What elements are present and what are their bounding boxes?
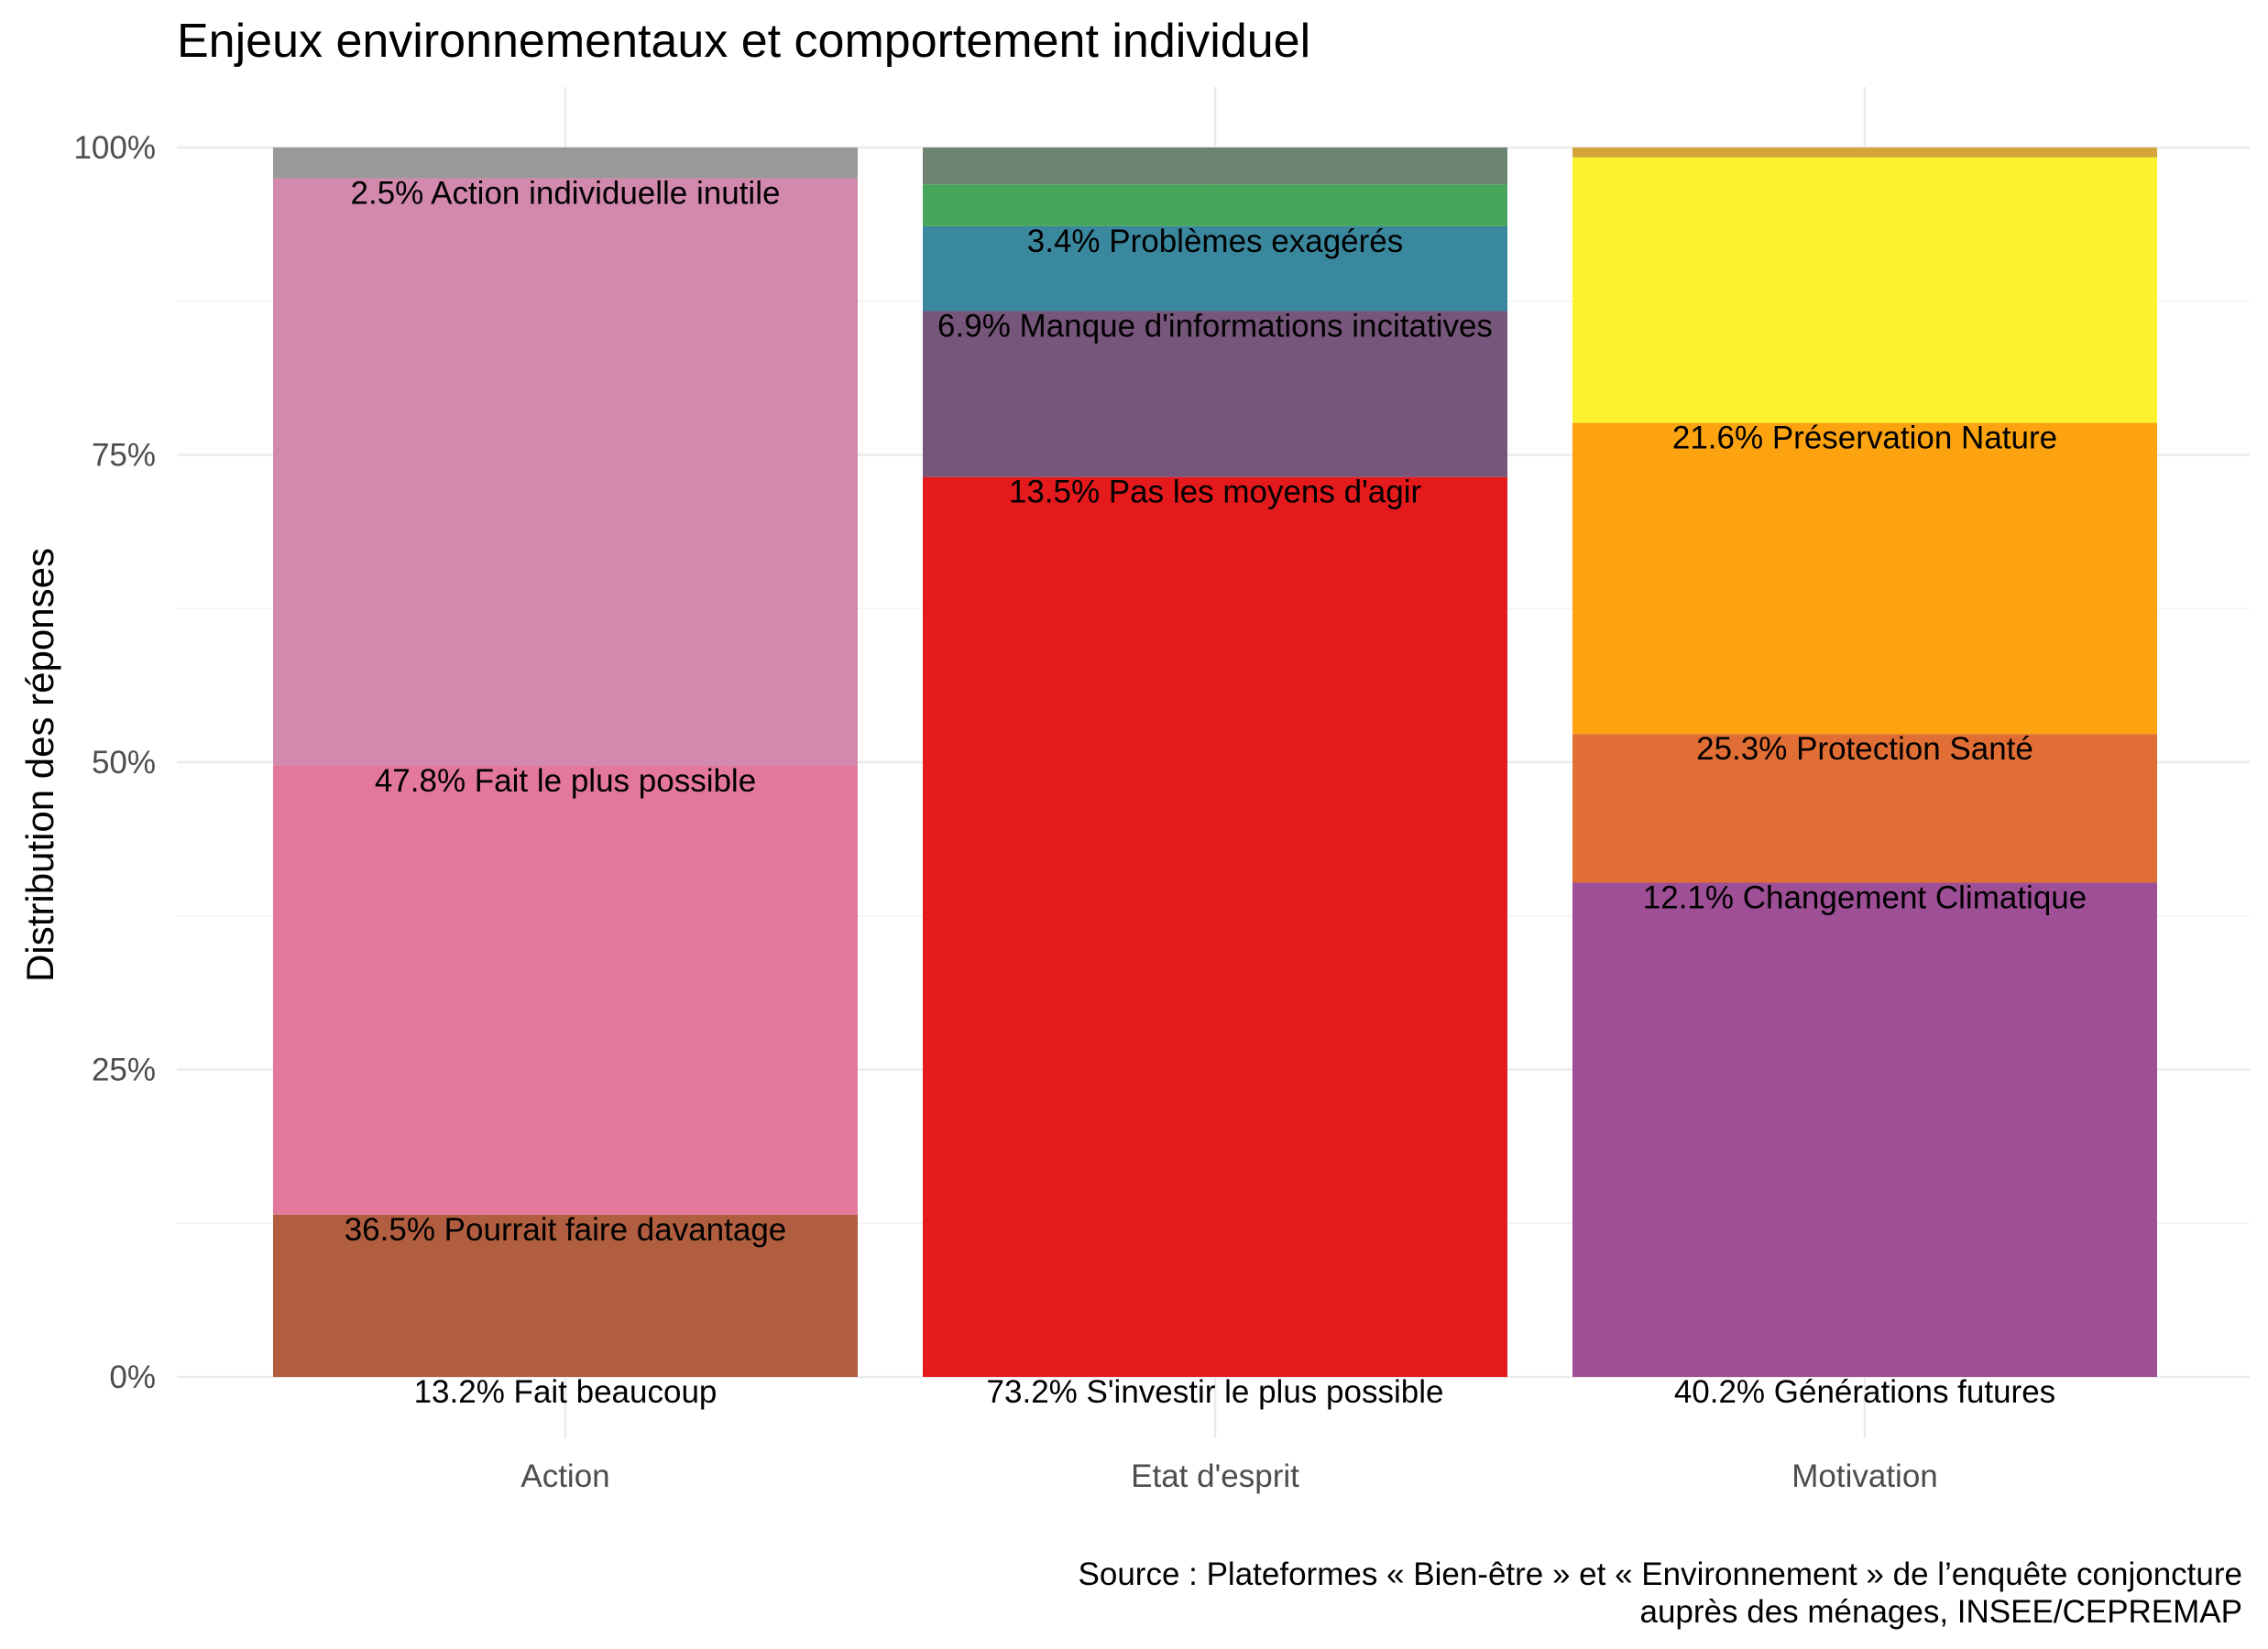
y-tick-label: 0% [109, 1360, 156, 1395]
segment-data-label: 6.9% Manque d'informations incitatives [937, 308, 1493, 344]
source-caption-line-1: Source : Plateformes « Bien-être » et « … [1079, 1556, 2242, 1592]
x-axis: Action Etat d'esprit Motivation [520, 1458, 1937, 1494]
segment-data-label: 25.3% Protection Santé [1696, 731, 2033, 767]
bar-segment [1572, 422, 2157, 735]
x-tick-label: Motivation [1791, 1458, 1938, 1494]
y-tick-label: 25% [92, 1053, 156, 1088]
segment-data-label: 40.2% Générations futures [1674, 1374, 2055, 1410]
bar-segment [1572, 157, 2157, 423]
bar-segment [1572, 882, 2157, 1377]
bar-segment [1572, 734, 2157, 883]
bar-segment [273, 178, 858, 767]
segment-data-label: 47.8% Fait le plus possible [375, 763, 756, 799]
x-tick-label: Etat d'esprit [1131, 1458, 1299, 1494]
segment-data-label: 3.4% Problèmes exagérés [1027, 224, 1404, 259]
segment-data-label: 13.5% Pas les moyens d'agir [1009, 475, 1422, 510]
y-axis-label: Distribution des réponses [18, 548, 61, 982]
segment-data-label: 13.2% Fait beaucoup [414, 1374, 718, 1410]
y-tick-label: 100% [73, 130, 156, 166]
segment-data-label: 73.2% S'investir le plus possible [987, 1374, 1444, 1410]
segment-data-label: 2.5% Action individuelle inutile [351, 176, 781, 212]
segment-data-label: 36.5% Pourrait faire davantage [345, 1212, 787, 1248]
bar-segment [273, 1214, 858, 1377]
chart-title: Enjeux environnementaux et comportement … [177, 15, 1310, 68]
y-axis: 0% 25% 50% 75% 100% [73, 130, 156, 1395]
bar-segment [923, 311, 1507, 477]
bars [273, 147, 2157, 1377]
bar-segment [923, 225, 1507, 311]
bar-segment [1572, 147, 2157, 158]
bar-segment [923, 476, 1507, 1377]
y-tick-label: 75% [92, 438, 156, 474]
bar-segment [923, 184, 1507, 226]
segment-labels: 13.2% Fait beaucoup 36.5% Pourrait faire … [345, 176, 2087, 1410]
bar-segment [273, 766, 858, 1215]
x-tick-label: Action [520, 1458, 609, 1494]
source-caption-line-2: auprès des ménages, INSEE/CEPREMAP [1639, 1594, 2242, 1630]
segment-data-label: 21.6% Préservation Nature [1672, 420, 2057, 456]
bar-segment [273, 147, 858, 179]
bar-segment [923, 147, 1507, 185]
y-tick-label: 50% [92, 745, 156, 781]
segment-data-label: 12.1% Changement Climatique [1643, 880, 2087, 916]
